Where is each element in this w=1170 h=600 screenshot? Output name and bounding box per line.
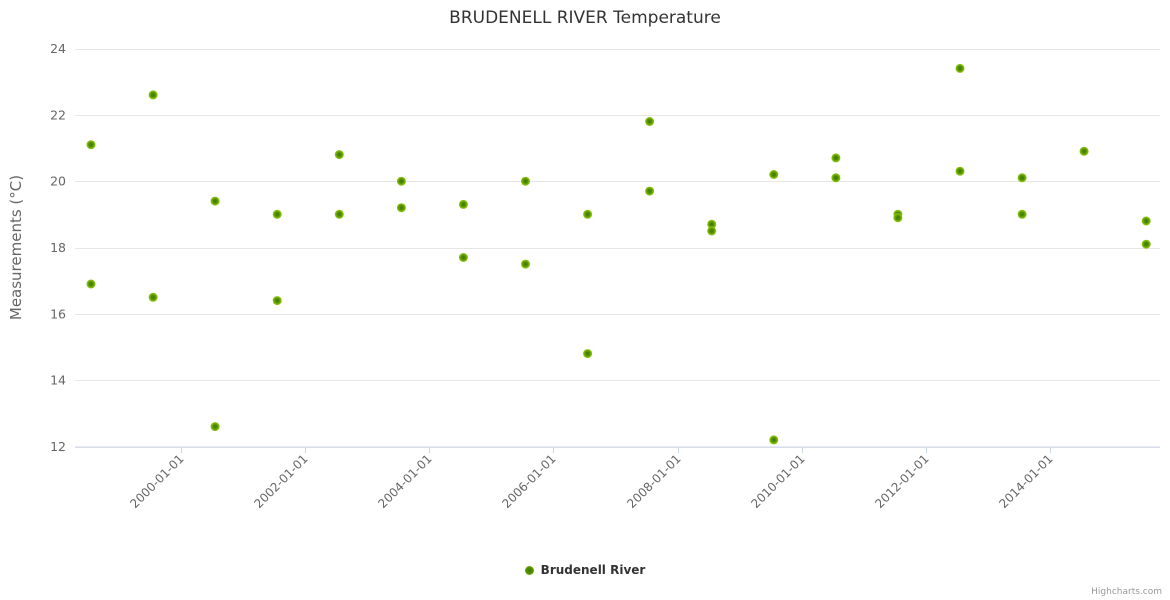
y-axis-tick-label: 24 (50, 41, 66, 56)
data-point[interactable] (210, 196, 220, 206)
data-point[interactable] (645, 117, 655, 126)
data-point[interactable] (458, 199, 468, 209)
x-axis-tick-label: 2012-01-01 (872, 452, 931, 511)
chart-title: BRUDENELL RIVER Temperature (449, 8, 721, 28)
data-point[interactable] (86, 279, 96, 289)
data-point[interactable] (955, 63, 965, 73)
data-point[interactable] (831, 153, 841, 163)
y-axis-tick-label: 22 (50, 107, 66, 122)
data-point[interactable] (583, 209, 593, 219)
y-axis-tick-label: 18 (50, 240, 66, 255)
data-point[interactable] (396, 203, 406, 213)
data-point[interactable] (521, 176, 530, 186)
data-point[interactable] (893, 213, 903, 223)
data-point[interactable] (334, 209, 344, 219)
y-axis-title: Measurements (°C) (7, 175, 25, 320)
data-point[interactable] (148, 292, 158, 302)
data-point[interactable] (583, 349, 593, 359)
x-axis-tick-label: 2002-01-01 (251, 452, 310, 511)
legend-marker-icon (524, 565, 534, 575)
data-point[interactable] (272, 296, 282, 306)
data-point[interactable] (210, 422, 220, 432)
y-axis-tick-label: 16 (50, 306, 66, 321)
x-axis-tick-label: 2004-01-01 (375, 452, 434, 511)
data-point[interactable] (769, 170, 779, 179)
data-point[interactable] (1017, 209, 1027, 219)
data-point[interactable] (334, 150, 344, 160)
data-point[interactable] (272, 209, 282, 219)
x-axis-tick-label: 2000-01-01 (127, 452, 186, 511)
data-point[interactable] (645, 186, 655, 196)
data-point[interactable] (831, 173, 841, 183)
data-point[interactable] (458, 253, 468, 262)
data-point[interactable] (955, 166, 965, 176)
legend-item-brudenell-river[interactable]: Brudenell River (0, 563, 1170, 577)
y-axis-tick-label: 12 (50, 439, 66, 454)
data-point[interactable] (1017, 173, 1027, 183)
data-point[interactable] (521, 259, 530, 269)
data-point[interactable] (769, 435, 779, 445)
data-point[interactable] (1079, 146, 1089, 156)
data-point[interactable] (1141, 216, 1151, 226)
highcharts-credit-link[interactable]: Highcharts.com (1091, 587, 1162, 597)
x-axis-tick-label: 2008-01-01 (624, 452, 683, 511)
y-axis-tick-label: 14 (50, 373, 66, 388)
data-point[interactable] (707, 219, 717, 229)
data-point[interactable] (396, 176, 406, 186)
data-point[interactable] (1141, 239, 1151, 249)
x-axis-tick-label: 2014-01-01 (996, 452, 1055, 511)
x-axis-tick-label: 2006-01-01 (499, 452, 558, 511)
data-point[interactable] (148, 90, 158, 100)
legend-label: Brudenell River (540, 563, 646, 577)
x-axis-tick-label: 2010-01-01 (748, 452, 807, 511)
data-point[interactable] (86, 140, 96, 150)
y-axis-tick-label: 20 (50, 174, 66, 189)
data-point[interactable] (707, 226, 717, 236)
